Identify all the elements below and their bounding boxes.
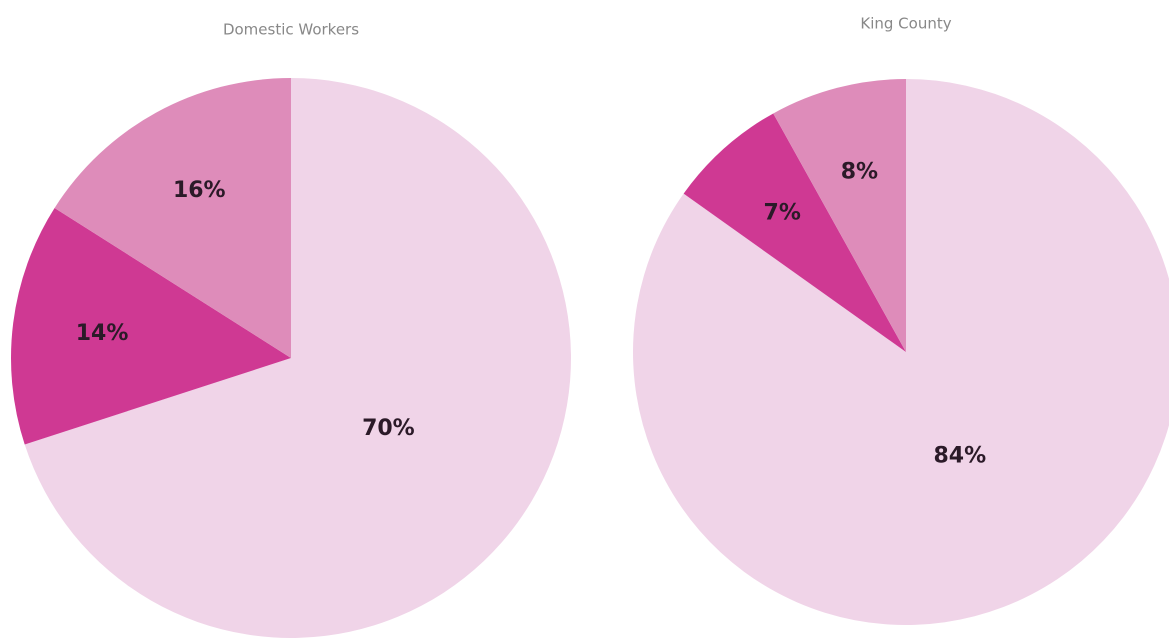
slice-label: 84% (933, 443, 986, 468)
slice-label: 8% (841, 159, 878, 184)
slice-label: 7% (764, 201, 801, 226)
pie-slice (773, 79, 906, 352)
pie-slice (54, 78, 291, 358)
slice-label: 14% (76, 321, 129, 346)
chart-title: Domestic Workers (223, 21, 359, 39)
pie-slice (633, 79, 1169, 625)
pie-slice (11, 207, 292, 445)
pie-slice (24, 78, 572, 638)
slice-label: 70% (362, 416, 415, 441)
pie-slice (683, 113, 906, 352)
slice-label: 16% (173, 178, 226, 203)
chart-title: King County (860, 15, 951, 33)
